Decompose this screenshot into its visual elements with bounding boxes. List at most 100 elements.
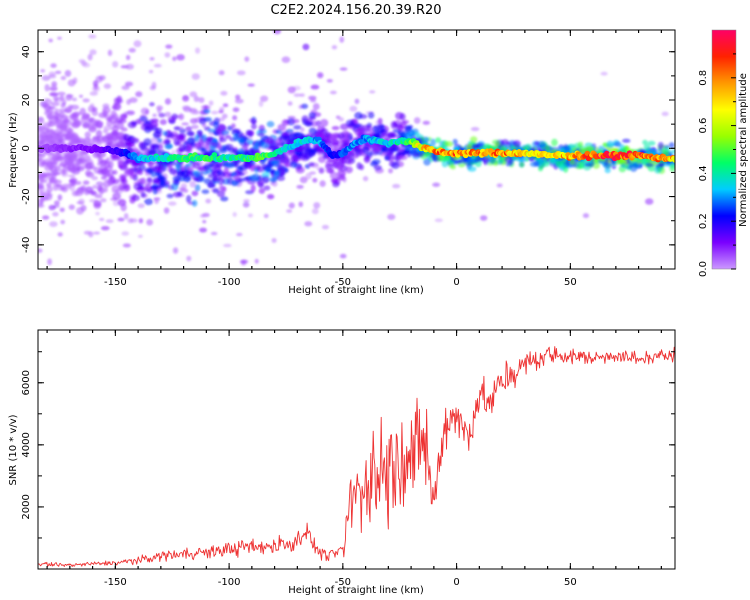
noise-speckle: [236, 232, 243, 237]
noise-speckle: [232, 115, 238, 121]
spread-blob: [48, 92, 57, 97]
noise-speckle: [182, 95, 189, 101]
spread-blob: [164, 139, 171, 145]
noise-speckle: [60, 219, 66, 225]
noise-speckle: [195, 47, 201, 54]
noise-speckle: [165, 44, 173, 49]
noise-speckle: [388, 168, 394, 174]
noise-speckle: [122, 243, 131, 248]
spread-blob: [220, 196, 229, 202]
spread-blob: [123, 169, 130, 178]
spread-blob: [269, 144, 278, 151]
spread-blob: [60, 75, 67, 81]
spread-blob: [231, 129, 240, 136]
spread-blob: [372, 146, 381, 154]
spectrogram-marks: [38, 30, 675, 266]
noise-speckle: [329, 90, 337, 95]
spread-blob: [218, 147, 227, 154]
noise-speckle: [117, 217, 125, 222]
spread-blob: [281, 119, 290, 126]
noise-speckle: [125, 54, 131, 61]
x-tick-label: 50: [564, 577, 577, 588]
spread-blob: [643, 144, 651, 151]
spread-blob: [79, 107, 86, 116]
spectrogram-y-label: Frequency (Hz): [8, 112, 19, 188]
figure-title: C2E2.2024.156.20.39.R20: [270, 3, 441, 18]
noise-speckle: [263, 213, 269, 219]
spread-blob: [40, 131, 49, 139]
spread-blob: [657, 142, 664, 150]
spread-blob: [103, 179, 112, 188]
spread-blob: [98, 112, 108, 119]
noise-speckle: [50, 63, 57, 68]
spread-blob: [416, 151, 424, 158]
spread-blob: [59, 169, 66, 174]
spread-blob: [366, 122, 373, 128]
spread-blob: [218, 137, 227, 143]
spread-blob: [100, 175, 107, 180]
snr-series: [38, 346, 675, 567]
spread-blob: [338, 173, 346, 181]
spread-blob: [558, 164, 566, 169]
spread-blob: [373, 164, 382, 171]
spread-blob: [203, 109, 211, 114]
x-tick-label: -100: [218, 577, 241, 588]
noise-speckle: [222, 103, 229, 108]
noise-speckle: [221, 113, 228, 119]
spread-blob: [201, 189, 210, 194]
spread-blob: [138, 163, 146, 172]
spread-blob: [212, 188, 220, 194]
spread-blob: [82, 180, 90, 185]
spread-blob: [98, 138, 108, 144]
snr-y-ticks: 2000 4000 6000: [21, 330, 675, 569]
noise-speckle: [95, 211, 100, 216]
spread-blob: [260, 135, 270, 140]
noise-speckle: [242, 201, 250, 208]
spread-blob: [70, 166, 78, 171]
noise-speckle: [247, 213, 254, 218]
spread-blob: [268, 176, 278, 183]
spectrogram-frame: [37, 29, 676, 270]
noise-speckle: [182, 188, 189, 193]
spread-blob: [647, 140, 656, 146]
noise-speckle: [287, 101, 293, 106]
spread-blob: [152, 189, 158, 195]
spread-blob: [241, 145, 249, 151]
spread-blob: [289, 161, 298, 168]
spread-blob: [82, 98, 90, 103]
noise-speckle: [362, 176, 369, 182]
snr-panel: -150 -100 -50 0 50 2000 4000 6000 Height of st…: [8, 329, 676, 596]
noise-speckle: [286, 209, 293, 213]
spread-blob: [300, 103, 309, 109]
spread-blob: [568, 144, 575, 149]
spread-blob: [308, 112, 317, 119]
spread-blob: [191, 199, 198, 207]
spread-blob: [102, 106, 111, 115]
spread-blob: [228, 147, 236, 154]
noise-speckle: [299, 176, 308, 184]
spread-blob: [390, 121, 397, 129]
noise-speckle: [59, 207, 65, 213]
noise-speckle: [138, 218, 144, 224]
spread-blob: [258, 124, 266, 132]
noise-speckle: [338, 117, 345, 122]
y-tick-label: -40: [21, 237, 32, 253]
spread-blob: [91, 110, 99, 117]
spread-blob: [471, 143, 480, 150]
noise-speckle: [99, 217, 105, 222]
spread-blob: [71, 112, 80, 118]
spread-blob: [194, 134, 200, 142]
spread-blob: [642, 139, 648, 146]
spread-blob: [150, 118, 159, 123]
spread-blob: [232, 107, 240, 113]
spread-blob: [169, 167, 177, 175]
spread-blob: [193, 170, 201, 178]
spread-blob: [72, 134, 79, 140]
spread-blob: [585, 145, 594, 152]
noise-speckle: [137, 203, 145, 209]
spread-blob: [40, 161, 48, 168]
noise-speckle: [479, 215, 488, 221]
noise-speckle: [208, 100, 214, 106]
noise-speckle: [271, 237, 277, 243]
